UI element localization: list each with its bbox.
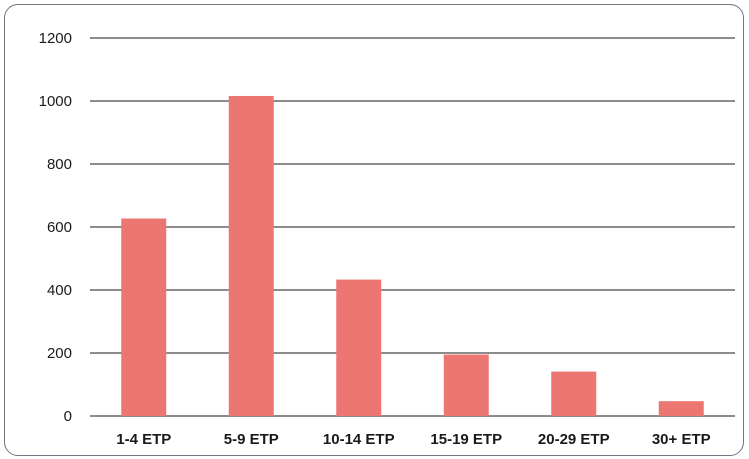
x-category-label: 5-9 ETP <box>224 431 279 448</box>
y-tick-label: 1000 <box>39 93 72 110</box>
y-tick-label: 200 <box>47 345 72 362</box>
x-category-label: 20-29 ETP <box>538 431 610 448</box>
bar-30-etp <box>659 401 704 416</box>
y-tick-label: 800 <box>47 156 72 173</box>
bar-15-19-etp <box>444 355 489 416</box>
bar-10-14-etp <box>336 280 381 416</box>
bar-5-9-etp <box>229 96 274 416</box>
x-category-label: 10-14 ETP <box>323 431 395 448</box>
y-tick-label: 0 <box>64 408 72 425</box>
x-category-label: 30+ ETP <box>652 431 711 448</box>
y-tick-label: 1200 <box>39 30 72 47</box>
x-category-label: 1-4 ETP <box>116 431 171 448</box>
x-category-label: 15-19 ETP <box>430 431 502 448</box>
y-tick-label: 600 <box>47 219 72 236</box>
bar-1-4-etp <box>121 218 166 416</box>
y-tick-label: 400 <box>47 282 72 299</box>
bar-20-29-etp <box>551 372 596 416</box>
